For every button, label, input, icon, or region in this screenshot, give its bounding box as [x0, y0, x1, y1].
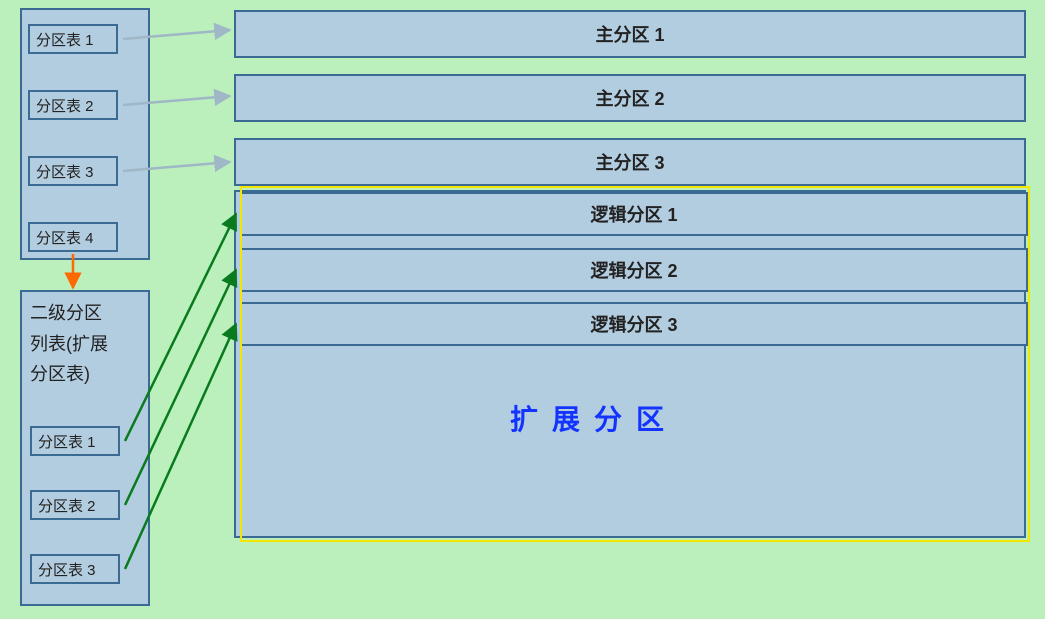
partition-table-4a-label: 分区表 4 [36, 227, 94, 248]
partition-table-4a: 分区表 4 [28, 222, 118, 252]
extended-partition-label: 扩展分区 [510, 398, 678, 438]
partition-table-3a: 分区表 3 [28, 156, 118, 186]
partition-table-1a-label: 分区表 1 [36, 29, 94, 50]
partition-table-2b-label: 分区表 2 [38, 495, 96, 516]
partition-table-1b: 分区表 1 [30, 426, 120, 456]
main-partition-2: 主分区 2 [234, 74, 1026, 122]
partition-table-3b: 分区表 3 [30, 554, 120, 584]
main-partition-3: 主分区 3 [234, 138, 1026, 186]
main-partition-1-label: 主分区 1 [595, 21, 664, 47]
left-panel-2-title-line3: 分区表) [30, 364, 90, 384]
partition-table-2a: 分区表 2 [28, 90, 118, 120]
partition-table-2a-label: 分区表 2 [36, 95, 94, 116]
main-partition-2-label: 主分区 2 [595, 85, 664, 111]
left-panel-2-title: 二级分区 列表(扩展 分区表) [22, 292, 148, 390]
partition-table-3a-label: 分区表 3 [36, 161, 94, 182]
extended-highlight-border [240, 186, 1030, 542]
main-partition-3-label: 主分区 3 [595, 149, 664, 175]
partition-table-2b: 分区表 2 [30, 490, 120, 520]
main-partition-1: 主分区 1 [234, 10, 1026, 58]
partition-table-1a: 分区表 1 [28, 24, 118, 54]
extended-partition-label-text: 扩展分区 [510, 404, 678, 435]
left-panel-2-title-line1: 二级分区 [30, 303, 102, 323]
partition-table-1b-label: 分区表 1 [38, 431, 96, 452]
partition-table-3b-label: 分区表 3 [38, 559, 96, 580]
left-panel-2-title-line2: 列表(扩展 [30, 334, 108, 354]
